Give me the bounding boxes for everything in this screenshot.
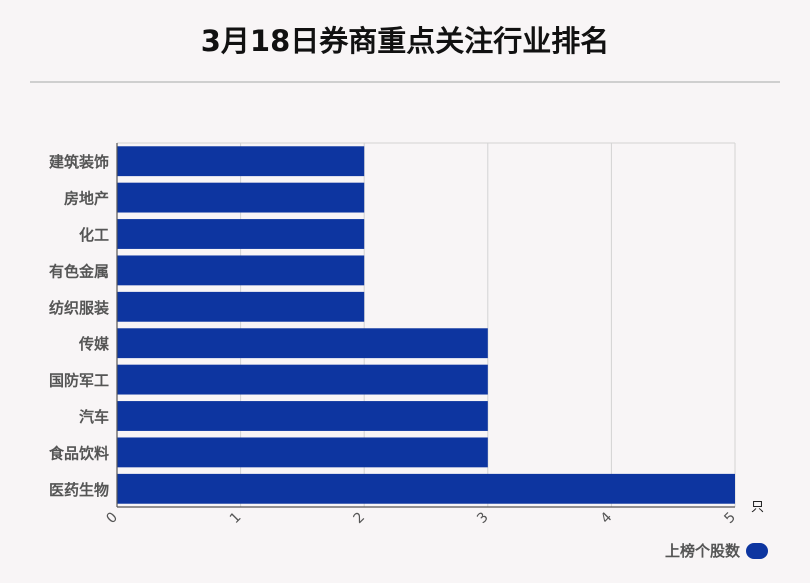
y-category-label: 建筑装饰 bbox=[49, 153, 109, 171]
x-tick-label: 0 bbox=[103, 509, 121, 527]
x-tick-label: 4 bbox=[598, 509, 616, 527]
y-category-label: 化工 bbox=[79, 226, 109, 244]
legend-swatch bbox=[746, 542, 768, 559]
legend-label: 上榜个股数 bbox=[664, 542, 740, 560]
x-tick-label: 1 bbox=[227, 509, 245, 527]
legend[interactable]: 上榜个股数 bbox=[665, 540, 768, 561]
bar bbox=[117, 364, 488, 395]
bar bbox=[117, 146, 365, 177]
x-tick-label: 5 bbox=[721, 509, 739, 527]
y-category-label: 传媒 bbox=[78, 335, 110, 353]
x-unit-label: 只 bbox=[751, 500, 764, 515]
bar bbox=[117, 255, 365, 286]
bar bbox=[117, 219, 365, 249]
bar bbox=[117, 473, 735, 504]
y-category-label: 房地产 bbox=[64, 190, 109, 208]
y-category-label: 医药生物 bbox=[49, 481, 109, 499]
bar bbox=[117, 401, 488, 431]
bar bbox=[117, 291, 365, 322]
bar bbox=[117, 182, 365, 213]
y-category-label: 汽车 bbox=[79, 408, 109, 426]
x-tick-label: 2 bbox=[351, 509, 369, 527]
x-tick-label: 3 bbox=[474, 509, 492, 527]
y-category-label: 国防军工 bbox=[49, 372, 109, 390]
bar bbox=[117, 437, 488, 468]
y-category-label: 有色金属 bbox=[49, 262, 109, 280]
title-divider bbox=[30, 81, 780, 83]
y-category-label: 纺织服装 bbox=[49, 299, 110, 317]
bar bbox=[117, 328, 488, 359]
chart-title: 3月18日券商重点关注行业排名 bbox=[200, 24, 610, 58]
y-category-label: 食品饮料 bbox=[49, 444, 109, 462]
